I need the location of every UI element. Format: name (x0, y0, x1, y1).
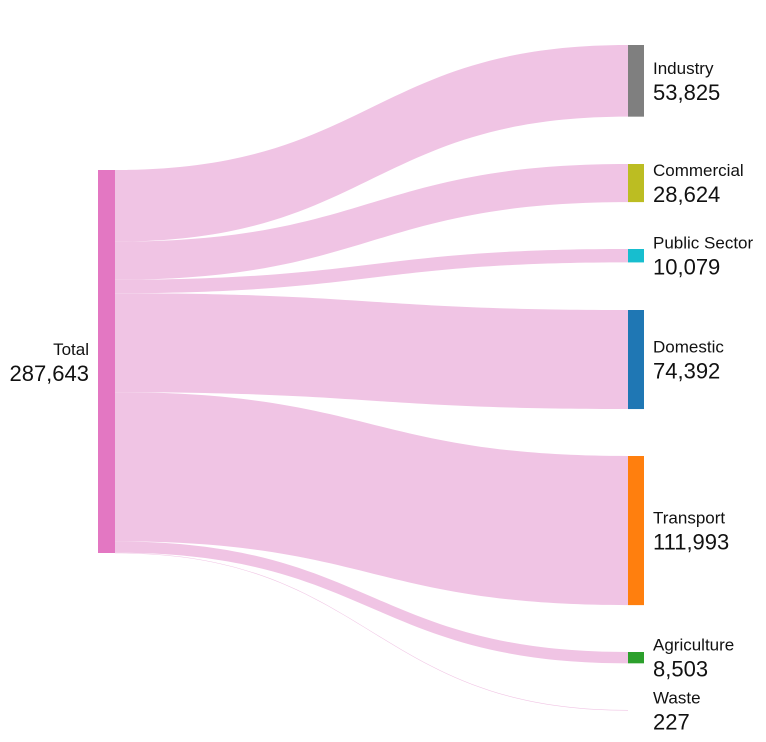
node-value-label-domestic: 74,392 (653, 359, 720, 384)
node-name-label-commercial: Commercial (653, 161, 744, 180)
link-transport (115, 392, 628, 606)
target-node-agriculture (628, 652, 644, 664)
link-domestic (115, 293, 628, 410)
target-node-transport (628, 456, 644, 606)
source-node-name-label: Total (53, 340, 89, 359)
node-name-label-waste: Waste (653, 688, 701, 707)
link-industry (115, 45, 628, 242)
target-node-domestic (628, 310, 644, 410)
node-value-label-public-sector: 10,079 (653, 255, 720, 280)
link-commercial (115, 164, 628, 280)
sankey-nodes (98, 45, 644, 664)
target-node-industry (628, 45, 644, 117)
source-node-value-label: 287,643 (9, 361, 89, 386)
source-node-total (98, 170, 115, 553)
node-value-label-agriculture: 8,503 (653, 657, 708, 682)
target-node-commercial (628, 164, 644, 203)
node-value-label-waste: 227 (653, 709, 690, 734)
node-name-label-domestic: Domestic (653, 338, 724, 357)
node-value-label-transport: 111,993 (653, 530, 729, 555)
node-name-label-industry: Industry (653, 59, 714, 78)
link-waste (115, 552, 628, 711)
node-name-label-public-sector: Public Sector (653, 234, 753, 253)
node-name-label-transport: Transport (653, 509, 725, 528)
sankey-links (115, 45, 628, 711)
link-public-sector (115, 249, 628, 294)
target-node-public-sector (628, 249, 644, 263)
link-agriculture (115, 541, 628, 664)
node-value-label-commercial: 28,624 (653, 182, 720, 207)
sankey-labels: Total 287,643 Industry 53,825 Commercial 28… (9, 59, 753, 734)
node-name-label-agriculture: Agriculture (653, 636, 734, 655)
node-value-label-industry: 53,825 (653, 80, 720, 105)
